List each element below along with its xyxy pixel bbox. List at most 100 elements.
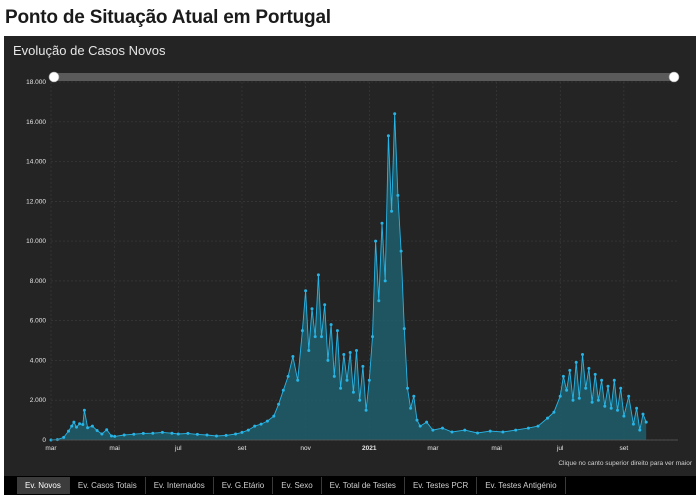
data-point[interactable] — [141, 431, 145, 435]
data-point[interactable] — [638, 428, 642, 432]
data-point[interactable] — [259, 422, 263, 426]
data-point[interactable] — [75, 425, 78, 429]
data-point[interactable] — [574, 360, 578, 364]
data-point[interactable] — [383, 279, 387, 283]
data-point[interactable] — [67, 429, 70, 433]
data-point[interactable] — [396, 193, 400, 197]
data-point[interactable] — [320, 335, 323, 339]
data-point[interactable] — [425, 420, 429, 424]
data-point[interactable] — [390, 209, 394, 213]
tab-ev-total-de-testes[interactable]: Ev. Total de Testes — [321, 477, 405, 494]
data-point[interactable] — [296, 378, 300, 382]
data-point[interactable] — [584, 386, 588, 390]
data-point[interactable] — [476, 431, 479, 435]
data-point[interactable] — [627, 394, 631, 398]
data-point[interactable] — [587, 366, 591, 370]
data-point[interactable] — [326, 358, 330, 362]
data-point[interactable] — [342, 353, 346, 356]
data-point[interactable] — [313, 335, 317, 339]
data-point[interactable] — [277, 402, 281, 406]
data-point[interactable] — [386, 134, 390, 138]
data-point[interactable] — [195, 432, 199, 436]
data-point[interactable] — [310, 307, 314, 311]
range-slider-handle-left[interactable] — [48, 71, 60, 83]
data-point[interactable] — [399, 249, 403, 253]
data-point[interactable] — [265, 419, 269, 423]
data-point[interactable] — [90, 424, 94, 428]
data-point[interactable] — [332, 374, 336, 378]
data-point[interactable] — [641, 412, 645, 416]
data-point[interactable] — [186, 431, 190, 435]
range-slider-handle-right[interactable] — [668, 71, 680, 83]
data-point[interactable] — [110, 434, 113, 438]
data-point[interactable] — [291, 355, 295, 358]
data-point[interactable] — [571, 398, 575, 402]
data-point[interactable] — [450, 430, 454, 434]
data-point[interactable] — [176, 432, 180, 436]
data-point[interactable] — [246, 428, 250, 432]
tab-ev-casos-totais[interactable]: Ev. Casos Totais — [69, 477, 146, 494]
data-point[interactable] — [329, 323, 333, 327]
data-point[interactable] — [307, 349, 311, 352]
data-point[interactable] — [577, 396, 581, 400]
data-point[interactable] — [323, 303, 327, 307]
data-point[interactable] — [348, 351, 352, 354]
data-point[interactable] — [622, 414, 626, 418]
data-point[interactable] — [561, 374, 565, 378]
data-point[interactable] — [286, 374, 290, 378]
data-point[interactable] — [393, 112, 397, 116]
data-point[interactable] — [113, 434, 117, 438]
data-point[interactable] — [526, 426, 530, 430]
data-point[interactable] — [215, 434, 218, 438]
data-point[interactable] — [234, 432, 238, 436]
data-point[interactable] — [593, 372, 597, 376]
data-point[interactable] — [72, 420, 76, 424]
data-point[interactable] — [565, 388, 569, 392]
data-point[interactable] — [364, 408, 368, 412]
data-point[interactable] — [441, 426, 444, 430]
data-point[interactable] — [596, 398, 600, 402]
data-point[interactable] — [358, 398, 362, 402]
data-point[interactable] — [132, 432, 136, 436]
tab-ev-testes-pcr[interactable]: Ev. Testes PCR — [404, 477, 478, 494]
data-point[interactable] — [568, 368, 572, 372]
data-point[interactable] — [418, 424, 422, 428]
data-point[interactable] — [406, 386, 409, 390]
data-point[interactable] — [95, 429, 99, 432]
data-point[interactable] — [339, 386, 343, 390]
data-point[interactable] — [151, 431, 155, 435]
data-point[interactable] — [412, 394, 416, 398]
data-point[interactable] — [86, 426, 90, 430]
data-point[interactable] — [609, 406, 613, 410]
data-point[interactable] — [81, 423, 85, 426]
data-point[interactable] — [380, 221, 384, 225]
data-point[interactable] — [345, 378, 349, 382]
data-point[interactable] — [367, 378, 371, 382]
data-point[interactable] — [644, 420, 648, 424]
data-point[interactable] — [351, 390, 355, 394]
data-point[interactable] — [78, 422, 82, 426]
data-point[interactable] — [463, 428, 467, 432]
data-point[interactable] — [409, 406, 413, 410]
data-point[interactable] — [100, 432, 104, 436]
data-point[interactable] — [616, 408, 619, 412]
data-point[interactable] — [253, 424, 257, 428]
data-point[interactable] — [170, 431, 174, 435]
data-point[interactable] — [82, 408, 86, 412]
data-point[interactable] — [402, 327, 406, 331]
data-point[interactable] — [377, 299, 381, 303]
range-slider-track[interactable] — [53, 73, 675, 81]
data-point[interactable] — [355, 349, 358, 352]
data-point[interactable] — [70, 424, 74, 428]
tab-ev-sexo[interactable]: Ev. Sexo — [273, 477, 322, 494]
data-point[interactable] — [514, 428, 518, 432]
tab-ev-testes-antig-nio[interactable]: Ev. Testes Antigénio — [477, 477, 566, 494]
tab-ev-novos[interactable]: Ev. Novos — [17, 477, 70, 494]
data-point[interactable] — [603, 404, 607, 408]
data-point[interactable] — [304, 289, 308, 293]
data-point[interactable] — [501, 430, 505, 434]
data-point[interactable] — [635, 406, 639, 410]
data-point[interactable] — [374, 239, 378, 243]
data-point[interactable] — [205, 433, 209, 437]
data-point[interactable] — [281, 388, 285, 392]
